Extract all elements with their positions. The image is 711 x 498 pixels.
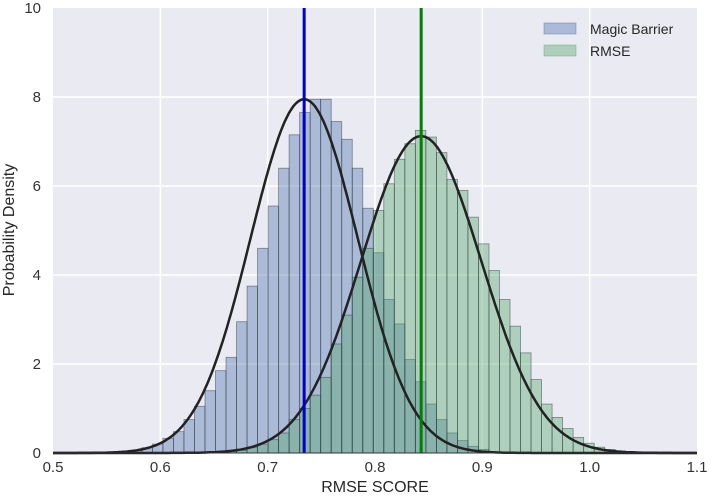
y-tick-label: 10 <box>24 0 41 17</box>
legend-swatch-rmse <box>543 44 577 57</box>
x-tick-label: 1.1 <box>687 459 708 476</box>
histogram-bar-rmse <box>446 178 458 454</box>
y-tick-label: 6 <box>33 178 41 195</box>
histogram-bar-rmse <box>267 439 280 454</box>
x-axis-label: RMSE SCORE <box>321 479 429 496</box>
histogram-bar-rmse <box>320 376 332 454</box>
histogram-bar-rmse <box>551 416 564 454</box>
histogram-bar-rmse <box>562 428 574 454</box>
histogram-bar-rmse <box>330 343 343 454</box>
histogram-bar-magic-barrier <box>204 390 216 454</box>
histogram-bar-magic-barrier <box>215 370 227 454</box>
histogram-bar-magic-barrier <box>246 285 258 454</box>
histogram-bar-rmse <box>383 183 395 454</box>
histogram-bar-rmse <box>341 314 353 454</box>
histogram-bar-rmse <box>509 325 521 454</box>
x-tick-label: 0.5 <box>43 459 64 476</box>
y-tick-label: 0 <box>33 445 41 462</box>
x-tick-label: 0.9 <box>472 459 493 476</box>
histogram-bar-rmse <box>530 379 542 454</box>
histogram-bar-rmse <box>425 136 437 454</box>
y-tick-label: 2 <box>33 356 41 373</box>
histogram-bar-magic-barrier <box>267 205 280 454</box>
y-tick-label: 4 <box>33 267 41 284</box>
x-tick-label: 0.7 <box>257 459 278 476</box>
histogram-bar-magic-barrier <box>236 321 248 454</box>
y-axis-label: Probability Density <box>1 164 18 297</box>
legend-swatch-magic-barrier <box>543 22 577 35</box>
histogram-bar-rmse <box>435 152 448 454</box>
mean-lines <box>302 8 423 453</box>
x-axis-ticks: 0.5 0.6 0.7 0.8 0.9 1.0 1.1 <box>43 459 708 476</box>
x-tick-label: 0.6 <box>150 459 171 476</box>
legend-label-magic-barrier: Magic Barrier <box>590 21 674 37</box>
histogram-bar-magic-barrier <box>194 405 206 454</box>
histogram-bar-rmse <box>309 394 322 454</box>
y-axis-ticks: 0 2 4 6 8 10 <box>24 0 41 462</box>
histogram-bar-rmse <box>467 216 479 454</box>
histogram-bar-rmse <box>478 243 490 454</box>
grid-lines <box>53 8 697 453</box>
legend-item-rmse: RMSE <box>543 43 630 59</box>
histogram-bar-magic-barrier <box>288 134 301 454</box>
histogram-bar-magic-barrier <box>225 356 237 454</box>
x-tick-label: 0.8 <box>365 459 386 476</box>
histogram-bar-magic-barrier <box>278 167 290 454</box>
histogram-bar-magic-barrier <box>257 247 269 454</box>
legend-item-magic-barrier: Magic Barrier <box>543 21 674 37</box>
histogram-bar-rmse <box>457 190 469 454</box>
histogram-bar-rmse <box>351 276 364 454</box>
histogram-bar-rmse <box>520 352 532 454</box>
x-tick-label: 1.0 <box>579 459 600 476</box>
histogram-bar-rmse <box>393 158 406 454</box>
histogram-bar-magic-barrier <box>183 419 195 454</box>
y-tick-label: 8 <box>33 89 41 106</box>
legend-label-rmse: RMSE <box>590 43 630 59</box>
legend: Magic Barrier RMSE <box>543 21 674 59</box>
histogram-bar-rmse <box>278 432 290 454</box>
